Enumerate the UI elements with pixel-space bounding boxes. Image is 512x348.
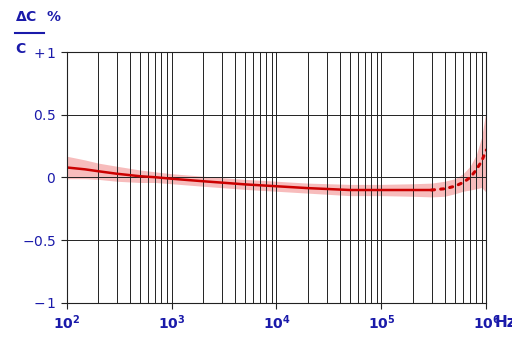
Text: Hz: Hz: [495, 315, 512, 330]
Text: $\mathbf{\%}$: $\mathbf{\%}$: [46, 10, 61, 24]
Text: $\mathbf{\Delta C}$: $\mathbf{\Delta C}$: [15, 10, 37, 24]
Text: $\mathbf{C}$: $\mathbf{C}$: [15, 42, 27, 56]
